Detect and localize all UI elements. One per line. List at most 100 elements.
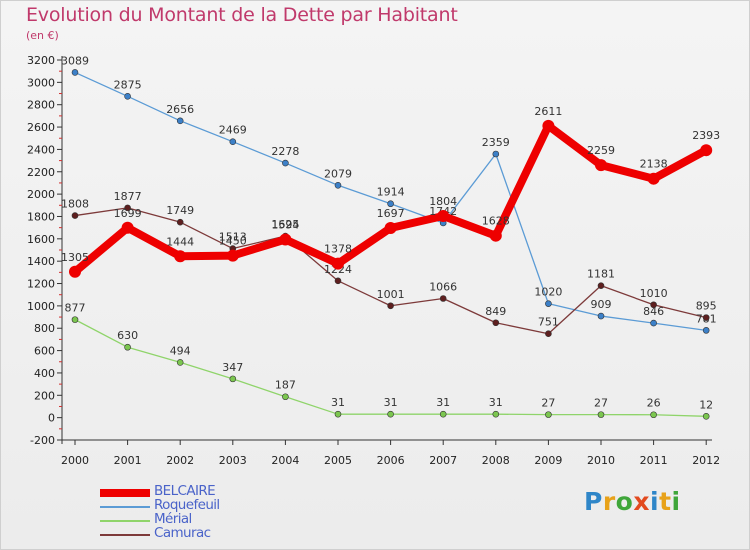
data-label-belcaire: 2611 — [534, 105, 562, 118]
data-label-camurac: 849 — [485, 305, 506, 318]
data-label-belcaire: 2393 — [692, 129, 720, 142]
x-tick-label: 2009 — [534, 454, 562, 467]
chart-title: Evolution du Montant de la Dette par Hab… — [26, 4, 458, 26]
data-label-roquefeuil: 2469 — [219, 124, 247, 137]
data-label-roquefeuil: 2079 — [324, 167, 352, 180]
y-tick-label: 800 — [34, 322, 55, 335]
legend-swatch — [100, 489, 150, 497]
data-label-camurac: 895 — [696, 300, 717, 313]
data-label-roquefeuil: 2359 — [482, 136, 510, 149]
data-point-belcaire — [226, 249, 239, 262]
y-tick-label: 600 — [34, 345, 55, 358]
y-tick-label: 2200 — [27, 166, 55, 179]
data-point-camurac — [702, 314, 710, 321]
data-label-belcaire: 2138 — [640, 158, 668, 171]
data-label-roquefeuil: 2656 — [166, 103, 194, 116]
data-point-roquefeuil — [597, 312, 605, 320]
data-label-camurac: 1749 — [166, 204, 194, 217]
data-point-roquefeuil — [229, 138, 237, 145]
data-label-roquefeuil: 1020 — [534, 286, 562, 299]
logo-letter: i — [671, 487, 681, 516]
data-point-mérial — [492, 410, 500, 418]
data-point-mérial — [597, 411, 605, 418]
data-point-camurac — [334, 277, 342, 285]
data-point-roquefeuil — [282, 159, 289, 167]
data-point-roquefeuil — [702, 327, 710, 334]
data-point-roquefeuil — [545, 300, 552, 307]
data-label-camurac: 1808 — [61, 198, 89, 211]
data-point-belcaire — [542, 119, 555, 132]
y-tick-label: 1400 — [27, 255, 55, 268]
data-point-camurac — [387, 302, 394, 310]
legend-swatch — [100, 506, 150, 508]
y-tick-label: 1800 — [27, 210, 55, 223]
data-label-belcaire: 1450 — [219, 235, 247, 248]
data-point-mérial — [282, 393, 289, 401]
x-tick-label: 2004 — [271, 454, 299, 467]
data-point-camurac — [124, 204, 131, 212]
data-point-belcaire — [595, 159, 607, 172]
y-tick-label: 400 — [34, 367, 55, 380]
data-point-roquefeuil — [650, 319, 657, 327]
data-point-roquefeuil — [71, 69, 79, 76]
data-point-mérial — [439, 410, 447, 418]
data-point-mérial — [124, 343, 131, 351]
data-point-camurac — [492, 319, 500, 327]
data-label-camurac: 1010 — [640, 287, 668, 300]
data-point-camurac — [71, 212, 79, 219]
data-label-camurac: 1513 — [219, 231, 247, 244]
x-tick-label: 2000 — [61, 454, 89, 467]
y-tick-label: 2000 — [27, 188, 55, 201]
data-point-mérial — [545, 411, 552, 418]
data-label-belcaire: 1804 — [429, 195, 457, 208]
legend-label: Camurac — [154, 525, 211, 541]
data-point-roquefeuil — [492, 150, 500, 158]
data-label-mérial: 187 — [275, 379, 296, 392]
data-point-belcaire — [384, 221, 397, 234]
y-tick-label: 3200 — [27, 54, 55, 67]
data-point-mérial — [229, 375, 237, 383]
logo-letter: r — [602, 487, 616, 516]
data-label-roquefeuil: 909 — [591, 298, 612, 311]
data-point-belcaire — [437, 210, 450, 223]
data-point-camurac — [545, 330, 552, 338]
data-label-mérial: 27 — [594, 397, 608, 410]
y-tick-label: 200 — [34, 389, 55, 402]
data-point-mérial — [71, 316, 79, 323]
data-point-mérial — [387, 410, 394, 418]
x-tick-label: 2010 — [587, 454, 615, 467]
data-label-belcaire: 1699 — [114, 207, 142, 220]
data-label-belcaire: 1378 — [324, 243, 352, 256]
data-point-belcaire — [121, 221, 134, 234]
x-tick-label: 2008 — [482, 454, 510, 467]
data-label-mérial: 347 — [222, 361, 243, 374]
data-label-mérial: 31 — [384, 396, 398, 409]
x-tick-label: 2012 — [692, 454, 720, 467]
data-label-roquefeuil: 3089 — [61, 54, 89, 67]
legend-swatch — [100, 520, 150, 522]
logo-letter: t — [659, 487, 672, 516]
data-point-mérial — [334, 410, 342, 418]
x-tick-label: 2006 — [377, 454, 405, 467]
y-tick-label: 1600 — [27, 233, 55, 246]
logo-letter: o — [615, 487, 634, 516]
data-point-belcaire — [279, 233, 292, 246]
data-label-camurac: 1066 — [429, 281, 457, 294]
data-label-mérial: 12 — [699, 398, 713, 411]
data-label-belcaire: 1594 — [271, 218, 299, 231]
legend-label: Roquefeuil — [154, 497, 220, 513]
data-point-belcaire — [489, 229, 502, 242]
y-tick-label: 1200 — [27, 278, 55, 291]
data-label-camurac: 1001 — [377, 288, 405, 301]
data-label-camurac: 1181 — [587, 268, 615, 281]
y-tick-label: 1000 — [27, 300, 55, 313]
y-tick-label: 0 — [48, 412, 55, 425]
legend-label: Mérial — [154, 511, 192, 527]
data-label-camurac: 1877 — [114, 190, 142, 203]
data-point-belcaire — [647, 172, 660, 185]
x-tick-label: 2002 — [166, 454, 194, 467]
data-label-mérial: 31 — [489, 396, 503, 409]
data-point-roquefeuil — [387, 200, 394, 208]
data-point-mérial — [650, 411, 657, 419]
